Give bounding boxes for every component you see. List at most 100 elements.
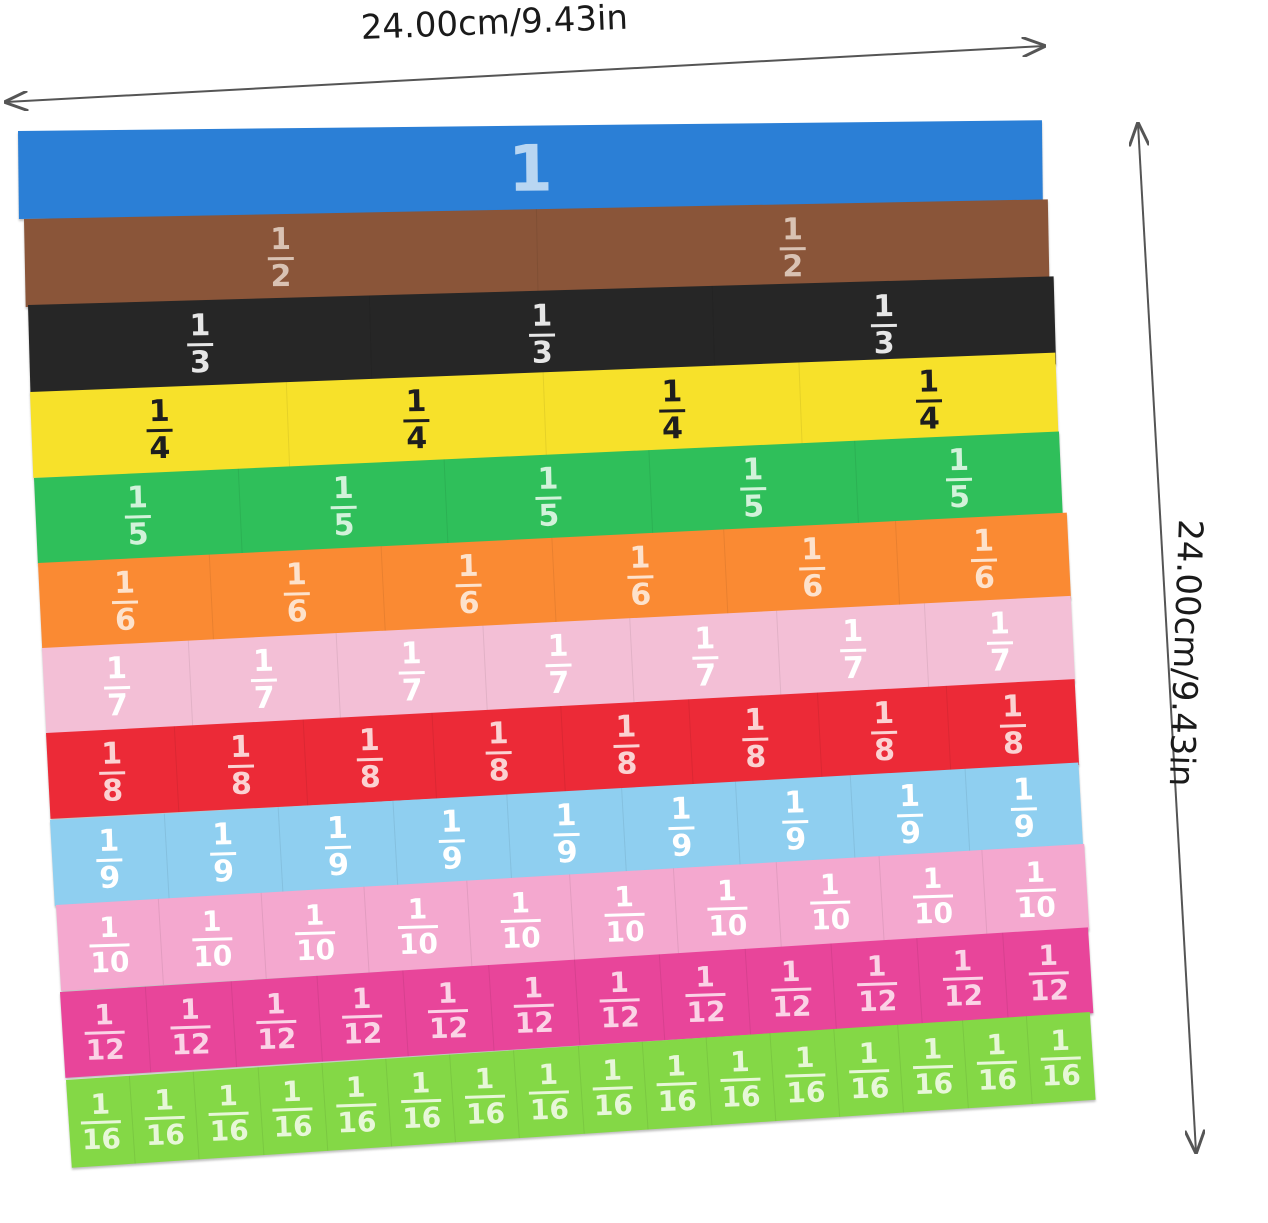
fraction-numerator: 1 (665, 1048, 687, 1083)
fraction-numerator: 1 (188, 307, 211, 343)
fraction-numerator: 1 (126, 479, 149, 516)
fraction-denominator: 3 (531, 335, 553, 371)
fraction-denominator: 16 (465, 1096, 506, 1131)
fraction-label: 1 10 (603, 880, 645, 949)
fraction-label: 1 16 (976, 1027, 1018, 1096)
fraction-denominator: 5 (332, 507, 355, 543)
fraction-denominator: 16 (145, 1117, 186, 1152)
fraction-denominator: 8 (873, 732, 896, 768)
fraction-denominator: 9 (556, 834, 579, 870)
fraction-denominator: 12 (771, 988, 812, 1024)
fraction-denominator: 7 (253, 680, 276, 716)
fraction-numerator: 1 (922, 861, 943, 895)
fraction-numerator: 1 (358, 722, 380, 758)
fraction-denominator: 4 (149, 430, 171, 466)
fraction-numerator: 1 (217, 1078, 239, 1113)
fraction-piece: 1 10 (158, 892, 267, 985)
fraction-numerator: 1 (780, 954, 801, 988)
fraction-numerator: 1 (473, 1061, 495, 1096)
fraction-denominator: 9 (213, 853, 235, 890)
fraction-label: 1 10 (706, 873, 748, 942)
fraction-numerator: 1 (742, 451, 765, 488)
fraction-denominator: 12 (600, 999, 641, 1034)
fraction-label: 1 12 (770, 954, 812, 1024)
fraction-numerator: 1 (153, 1082, 175, 1117)
fraction-denominator: 12 (943, 978, 984, 1013)
fraction-numerator: 1 (782, 211, 804, 247)
fraction-denominator: 16 (209, 1113, 250, 1148)
fraction-numerator: 1 (947, 442, 970, 478)
fraction-denominator: 3 (189, 344, 211, 380)
fraction-piece: 1 12 (317, 970, 409, 1062)
fraction-label: 1 16 (1040, 1023, 1082, 1092)
fraction-piece: 1 16 (770, 1028, 841, 1122)
fraction-numerator: 1 (986, 1027, 1007, 1062)
fraction-piece: 1 16 (258, 1062, 329, 1156)
fraction-numerator: 1 (531, 298, 553, 334)
fraction-denominator: 10 (295, 932, 336, 967)
fraction-piece: 1 12 (574, 954, 666, 1046)
fraction-numerator: 1 (537, 1057, 559, 1091)
fraction-label: 1 12 (599, 965, 641, 1034)
fraction-piece: 1 16 (578, 1041, 649, 1134)
fraction-denominator: 8 (616, 745, 639, 782)
fraction-numerator: 1 (212, 816, 234, 853)
fraction-denominator: 8 (745, 739, 767, 775)
fraction-label: 1 12 (1027, 938, 1069, 1007)
fraction-denominator: 4 (405, 420, 428, 456)
fraction-numerator: 1 (858, 1035, 879, 1070)
fraction-numerator: 1 (615, 708, 638, 745)
fraction-denominator: 10 (501, 920, 542, 955)
fraction-piece: 1 16 (130, 1071, 200, 1164)
fraction-label: 1 10 (294, 898, 336, 967)
fraction-numerator: 1 (437, 975, 458, 1010)
fraction-label: 1 12 (942, 944, 984, 1013)
whole-label: 1 (507, 132, 554, 207)
fraction-denominator: 4 (918, 400, 941, 437)
fraction-piece: 1 12 (403, 965, 495, 1057)
fraction-numerator: 1 (744, 702, 766, 738)
fraction-numerator: 1 (988, 605, 1011, 642)
fraction-piece: 1 10 (364, 880, 473, 973)
fraction-piece: 1 16 (642, 1037, 713, 1130)
fraction-denominator: 16 (785, 1074, 826, 1110)
fraction-denominator: 16 (913, 1066, 954, 1101)
fraction-piece: 1 10 (673, 862, 782, 955)
fraction-denominator: 7 (842, 650, 865, 686)
fraction-label: 1 12 (256, 987, 298, 1056)
fraction-numerator: 1 (601, 1052, 623, 1087)
fraction-numerator: 1 (285, 556, 308, 593)
fraction-denominator: 10 (604, 914, 645, 949)
fraction-numerator: 1 (98, 910, 120, 944)
height-arrow (1138, 124, 1196, 1152)
fraction-label: 1 16 (272, 1074, 314, 1143)
fraction-denominator: 12 (257, 1021, 298, 1056)
fraction-denominator: 2 (270, 258, 292, 294)
fraction-numerator: 1 (89, 1087, 111, 1121)
